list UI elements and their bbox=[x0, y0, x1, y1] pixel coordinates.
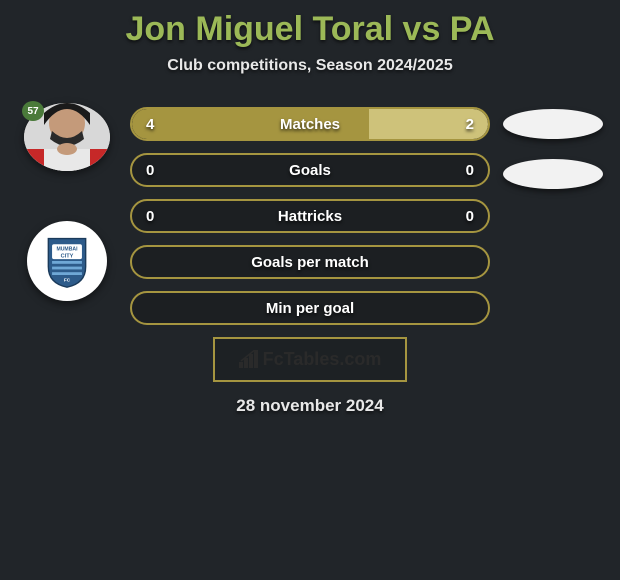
content-row: 57 bbox=[12, 95, 608, 325]
opponent-placeholder bbox=[503, 109, 603, 139]
player-avatar: 57 bbox=[24, 103, 110, 171]
stat-bar-goals-per-match: Goals per match bbox=[130, 245, 490, 279]
bar-left-value: 0 bbox=[146, 208, 154, 225]
bar-right-value: 0 bbox=[466, 162, 474, 179]
avatar-column: 57 bbox=[12, 95, 122, 301]
svg-text:MUMBAI: MUMBAI bbox=[56, 247, 78, 253]
club-logo: MUMBAI CITY FC bbox=[27, 221, 107, 301]
opponent-placeholder bbox=[503, 159, 603, 189]
bar-right-value: 2 bbox=[466, 116, 474, 133]
bar-label: Matches bbox=[280, 116, 340, 133]
subtitle: Club competitions, Season 2024/2025 bbox=[12, 57, 608, 75]
brand-text: FcTables.com bbox=[263, 349, 382, 369]
player-number-badge: 57 bbox=[22, 101, 44, 121]
stat-bar-goals: 0 0 Goals bbox=[130, 153, 490, 187]
svg-text:FC: FC bbox=[64, 278, 71, 283]
date-text: 28 november 2024 bbox=[12, 396, 608, 416]
bar-left-value: 0 bbox=[146, 162, 154, 179]
page-title: Jon Miguel Toral vs PA bbox=[12, 10, 608, 49]
stat-bars: 4 2 Matches 0 0 Goals 0 0 Hattricks Goals per mat… bbox=[130, 95, 490, 325]
bar-label: Goals bbox=[289, 162, 331, 179]
brand-badge: FcTables.com bbox=[213, 337, 408, 382]
bar-label: Min per goal bbox=[266, 300, 354, 317]
stat-bar-matches: 4 2 Matches bbox=[130, 107, 490, 141]
bar-right-value: 0 bbox=[466, 208, 474, 225]
bar-label: Hattricks bbox=[278, 208, 342, 225]
opponent-column bbox=[498, 95, 608, 189]
footer: FcTables.com 28 november 2024 bbox=[12, 337, 608, 416]
bar-left-value: 4 bbox=[146, 116, 154, 133]
comparison-card: Jon Miguel Toral vs PA Club competitions… bbox=[0, 0, 620, 426]
bar-label: Goals per match bbox=[251, 254, 369, 271]
svg-text:CITY: CITY bbox=[61, 253, 74, 259]
stat-bar-hattricks: 0 0 Hattricks bbox=[130, 199, 490, 233]
stat-bar-min-per-goal: Min per goal bbox=[130, 291, 490, 325]
